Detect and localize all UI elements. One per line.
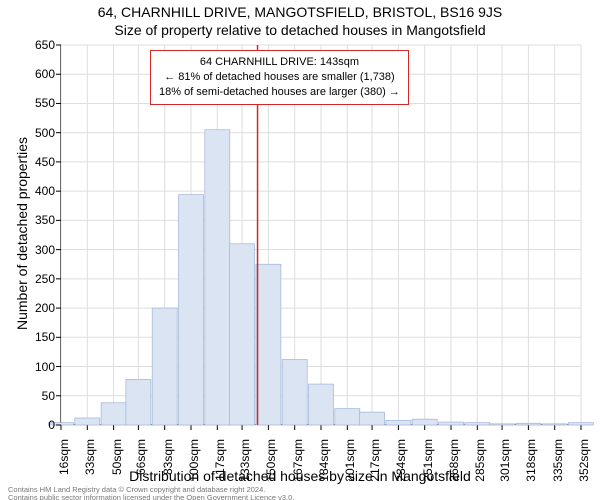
credits-block: Contains HM Land Registry data © Crown c… — [8, 486, 294, 500]
y-tick-label: 150 — [5, 330, 55, 344]
histogram-bar — [282, 360, 307, 425]
y-tick-label: 650 — [5, 38, 55, 52]
histogram-bar — [412, 419, 437, 425]
histogram-bar — [439, 422, 464, 425]
highlight-annotation: 64 CHARNHILL DRIVE: 143sqm ← 81% of deta… — [150, 50, 409, 105]
annotation-line-2: ← 81% of detached houses are smaller (1,… — [159, 70, 400, 85]
y-tick-label: 400 — [5, 184, 55, 198]
histogram-bar — [230, 244, 255, 425]
y-tick-label: 100 — [5, 360, 55, 374]
histogram-bar — [152, 308, 177, 425]
histogram-bar — [516, 423, 541, 425]
histogram-bar — [205, 130, 230, 425]
y-tick-label: 250 — [5, 272, 55, 286]
y-tick-label: 50 — [5, 389, 55, 403]
histogram-bar — [360, 412, 385, 425]
histogram-bar — [542, 424, 567, 425]
histogram-bar — [256, 264, 281, 425]
histogram-bar — [335, 409, 360, 425]
histogram-bar — [309, 384, 334, 425]
histogram-bar — [126, 379, 151, 425]
credits-line-2: Contains public sector information licen… — [8, 494, 294, 500]
histogram-bar — [386, 420, 411, 425]
histogram-bar — [101, 403, 126, 425]
title-line-2: Size of property relative to detached ho… — [0, 22, 600, 38]
y-tick-label: 600 — [5, 67, 55, 81]
annotation-line-1: 64 CHARNHILL DRIVE: 143sqm — [159, 55, 400, 70]
histogram-bar — [490, 424, 515, 425]
x-axis-label: Distribution of detached houses by size … — [0, 468, 600, 484]
histogram-bar — [465, 423, 490, 425]
y-tick-label: 550 — [5, 96, 55, 110]
histogram-bar — [75, 418, 100, 425]
y-tick-label: 0 — [5, 418, 55, 432]
y-tick-label: 500 — [5, 126, 55, 140]
y-tick-label: 350 — [5, 213, 55, 227]
histogram-bar — [179, 195, 204, 425]
y-tick-label: 300 — [5, 243, 55, 257]
y-tick-label: 200 — [5, 301, 55, 315]
title-line-1: 64, CHARNHILL DRIVE, MANGOTSFIELD, BRIST… — [0, 4, 600, 20]
y-tick-label: 450 — [5, 155, 55, 169]
histogram-bar — [569, 423, 594, 425]
annotation-line-3: 18% of semi-detached houses are larger (… — [159, 85, 400, 100]
chart-container: 64, CHARNHILL DRIVE, MANGOTSFIELD, BRIST… — [0, 0, 600, 500]
